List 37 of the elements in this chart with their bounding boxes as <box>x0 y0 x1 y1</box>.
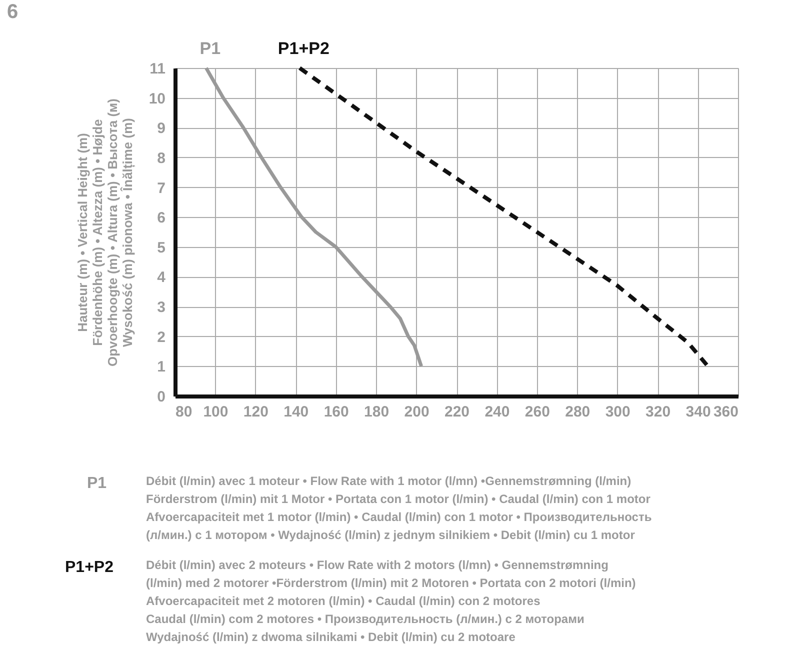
line-series <box>204 66 424 368</box>
x-tick-label: 320 <box>646 404 671 420</box>
x-tick-label: 280 <box>565 404 590 420</box>
series-label: P1 <box>200 39 221 58</box>
y-tick-label: 4 <box>157 269 166 286</box>
y-tick-label: 3 <box>157 299 166 316</box>
x-tick-label: 220 <box>444 404 470 420</box>
y-tick-label: 5 <box>157 239 166 256</box>
text: 6 <box>7 1 18 23</box>
y-axis-title: Hauteur (m) • Vertical Height (m) Fördenhöhe (m) • Altezza (m) • Højde Opvoerhoogte (m) • Altura (m) • Высота (м) Wysokość (m) pionowa • Înălțime (m) <box>74 98 136 366</box>
y-tick-label: 9 <box>157 120 166 138</box>
y-tick-label: 0 <box>157 388 166 406</box>
x-tick-label: 240 <box>484 404 510 420</box>
x-tick-label: 140 <box>284 404 309 420</box>
x-tick-label: 160 <box>324 404 349 420</box>
x-tick-label: 120 <box>243 404 268 420</box>
y-tick-label: 8 <box>157 150 166 167</box>
y-tick-label: 6 <box>157 210 166 227</box>
text: Débit (l/min) avec 2 moteurs • Flow Rate with 2 motors (l/mn) • Gennemstrømning (l/min) med 2 motorer •Förderstrom (l/min) mit 2 Motoren • Portata con 2 motori (l/min) Afvoercapaciteit met 2 motoren (l/min) • Caudal (l/min) con 2 motores Caudal (l/min) com 2 motores • Производительность (л/мин.) с 2 моторами Wydajność (l/min) z dwoma silnikami • Debit (l/min) cu 2 motoare <box>146 558 636 644</box>
y-tick-label: 2 <box>157 328 166 346</box>
x-tick-label: 300 <box>605 404 630 420</box>
x-tick-label: 80 <box>176 404 192 420</box>
y-tick-label: 7 <box>157 180 166 197</box>
y-tick-label: 1 <box>157 358 166 376</box>
y-tick-label: 10 <box>148 90 166 108</box>
x-tick-label: 260 <box>524 404 550 420</box>
line-series <box>298 66 710 368</box>
x-tick-label: 360 <box>713 404 738 420</box>
x-tick-label: 180 <box>364 404 390 420</box>
text: Débit (l/min) avec 1 moteur • Flow Rate with 1 motor (l/mn) •Gennemstrømning (l/min) Förderstrom (l/min) mit 1 Motor • Portata con 1 motor (l/min) • Caudal (l/min) con 1 motor Afvoercapaciteit met 1 motor (l/min) • Caudal (l/min) con 1 motor • Производительность (л/мин.) с 1 мотором • Wydajność (l/min) z jednym silnikiem • Debit (l/min) cu 1 motor <box>146 474 652 542</box>
series-label: P1+P2 <box>278 39 330 58</box>
text: P1 <box>87 475 107 492</box>
y-tick-label: 11 <box>150 60 166 78</box>
x-tick-label: 200 <box>404 404 430 420</box>
x-tick-label: 100 <box>203 404 228 420</box>
text: P1+P2 <box>65 559 114 576</box>
x-tick-label: 340 <box>686 404 711 420</box>
